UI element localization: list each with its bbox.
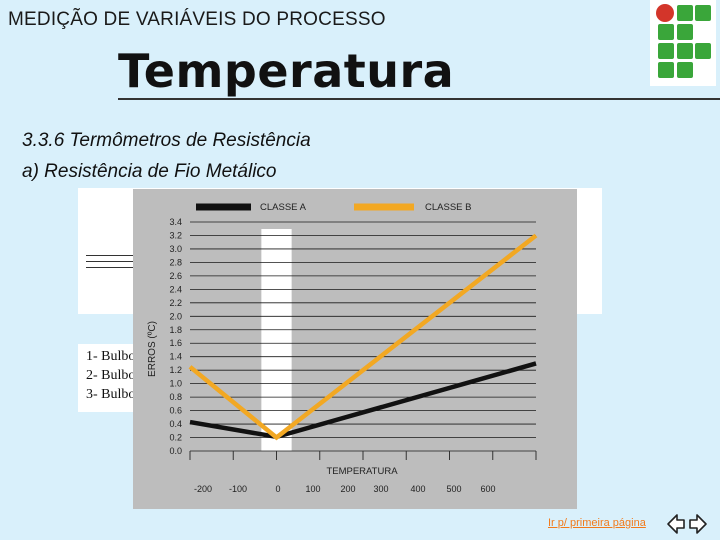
logo-square <box>677 5 693 21</box>
first-page-link[interactable]: Ir p/ primeira página <box>548 517 646 529</box>
logo-square <box>695 5 711 21</box>
y-tick-label: 0.0 <box>169 446 182 456</box>
list-item: 1- Bulbo <box>86 349 136 364</box>
x-tick-label: 600 <box>480 484 495 494</box>
page-header: MEDIÇÃO DE VARIÁVEIS DO PROCESSO <box>8 9 386 30</box>
x-tick-label: -100 <box>229 484 247 494</box>
x-tick-label: 100 <box>305 484 320 494</box>
logo-square <box>658 43 674 59</box>
y-tick-label: 1.8 <box>169 325 182 335</box>
y-tick-label: 1.4 <box>169 352 182 362</box>
section-subtitle: a) Resistência de Fio Metálico <box>22 161 277 182</box>
y-tick-label: 2.2 <box>169 298 182 308</box>
y-tick-label: 0.2 <box>169 433 182 443</box>
y-tick-label: 0.4 <box>169 419 182 429</box>
x-tick-label: 300 <box>373 484 388 494</box>
diagram-line <box>86 261 146 262</box>
double-arrow-icon[interactable] <box>666 512 708 536</box>
list-item: 2- Bulbo <box>86 368 136 383</box>
y-tick-label: 1.0 <box>169 379 182 389</box>
y-tick-label: 3.0 <box>169 244 182 254</box>
x-axis-label: TEMPERATURA <box>326 466 398 477</box>
x-tick-label: 200 <box>340 484 355 494</box>
section-subtitle: 3.3.6 Termômetros de Resistência <box>22 130 311 151</box>
institute-logo-icon <box>650 0 716 86</box>
y-tick-label: 2.8 <box>169 257 182 267</box>
logo-square <box>677 62 693 78</box>
series-line <box>188 233 538 441</box>
title-underline <box>118 98 720 100</box>
logo-red-dot <box>656 4 674 22</box>
error-chart: 0.0 0.2 0.4 0.6 0.8 1.0 1.2 1.4 1.6 1.8 2.0 2.2 2.4 2… <box>133 189 577 509</box>
x-tick-label: 0 <box>275 484 280 494</box>
diagram-line <box>86 255 146 256</box>
y-axis-label: ERROS (ºC) <box>147 321 158 377</box>
legend-label: CLASSE A <box>260 202 307 213</box>
y-tick-label: 0.6 <box>169 406 182 416</box>
y-tick-label: 0.8 <box>169 392 182 402</box>
chart-canvas: 0.0 0.2 0.4 0.6 0.8 1.0 1.2 1.4 1.6 1.8 2.0 2.2 2.4 2… <box>147 202 538 494</box>
logo-square <box>658 24 674 40</box>
y-tick-label: 1.6 <box>169 338 182 348</box>
logo-square <box>658 62 674 78</box>
legend-label: CLASSE B <box>425 202 471 213</box>
x-tick-label: 400 <box>410 484 425 494</box>
list-item: 3- Bulbo <box>86 387 136 402</box>
y-tick-label: 3.4 <box>169 217 182 227</box>
y-tick-label: 3.2 <box>169 230 182 240</box>
series-line <box>189 361 537 440</box>
zero-band <box>261 229 292 451</box>
x-tick-label: 500 <box>446 484 461 494</box>
x-tick-label: -200 <box>194 484 212 494</box>
diagram-line <box>86 267 146 268</box>
logo-square <box>695 43 711 59</box>
y-tick-label: 2.0 <box>169 311 182 321</box>
y-tick-label: 1.2 <box>169 365 182 375</box>
y-tick-label: 2.4 <box>169 284 182 294</box>
logo-square <box>677 43 693 59</box>
page-title: Temperatura <box>118 44 455 98</box>
logo-square <box>677 24 693 40</box>
y-tick-label: 2.6 <box>169 271 182 281</box>
